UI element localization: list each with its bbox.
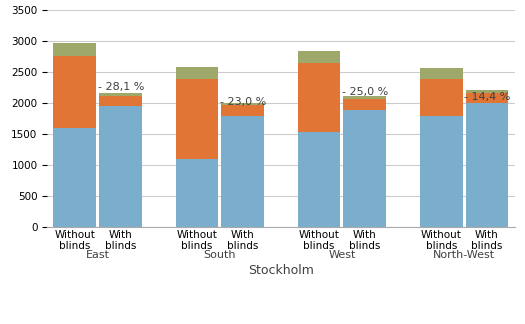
Bar [99, 107, 142, 227]
Text: - 28,1 %: - 28,1 % [98, 82, 144, 92]
Bar [175, 78, 218, 158]
Text: North-West: North-West [433, 250, 495, 260]
Bar [298, 63, 340, 132]
Bar [54, 43, 96, 56]
Text: - 23,0 %: - 23,0 % [220, 97, 266, 107]
Bar [420, 79, 463, 116]
Bar [298, 51, 340, 63]
Bar [54, 56, 96, 128]
Text: - 14,4 %: - 14,4 % [464, 92, 510, 102]
Bar [420, 116, 463, 227]
Text: East: East [86, 250, 110, 260]
Text: West: West [328, 250, 355, 260]
Bar [222, 103, 264, 105]
Bar [466, 90, 508, 93]
Bar [175, 67, 218, 78]
Bar [420, 68, 463, 79]
Bar [343, 96, 386, 99]
Bar [222, 116, 264, 227]
Bar [343, 99, 386, 110]
Bar [343, 110, 386, 227]
Bar [466, 93, 508, 103]
Bar [175, 158, 218, 227]
Bar [99, 93, 142, 96]
Text: Stockholm: Stockholm [248, 264, 314, 277]
Bar [54, 128, 96, 227]
Bar [298, 132, 340, 227]
Text: South: South [204, 250, 236, 260]
Bar [222, 105, 264, 116]
Bar [99, 96, 142, 107]
Text: - 25,0 %: - 25,0 % [342, 87, 388, 97]
Bar [466, 103, 508, 227]
